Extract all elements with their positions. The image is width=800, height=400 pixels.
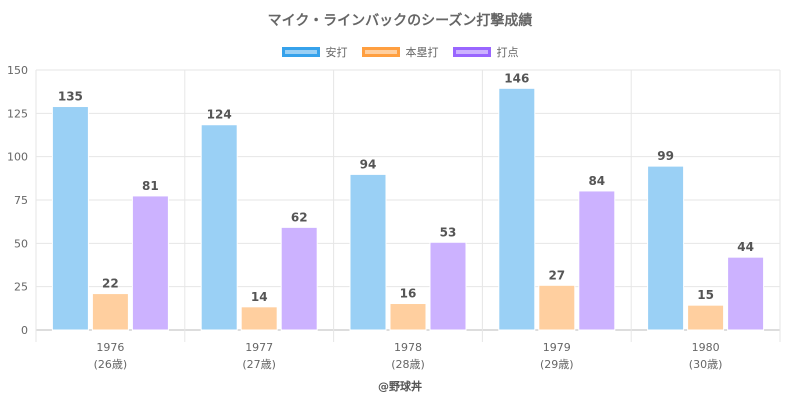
bar bbox=[727, 256, 765, 331]
data-label: 14 bbox=[251, 290, 268, 304]
legend-item-hits[interactable]: 安打 bbox=[281, 44, 348, 60]
bar bbox=[280, 226, 318, 331]
legend: 安打 本塁打 打点 bbox=[0, 44, 800, 60]
bar bbox=[647, 165, 685, 331]
data-label: 44 bbox=[737, 240, 754, 254]
legend-item-homeruns[interactable]: 本塁打 bbox=[361, 44, 439, 60]
x-tick-sublabel: (28歳) bbox=[391, 358, 425, 371]
y-tick-label: 50 bbox=[14, 237, 28, 250]
y-tick-label: 25 bbox=[14, 281, 28, 294]
bar bbox=[91, 293, 129, 331]
x-tick-sublabel: (27歳) bbox=[242, 358, 276, 371]
bar bbox=[349, 173, 387, 331]
legend-label-homeruns: 本塁打 bbox=[405, 46, 439, 59]
data-label: 53 bbox=[440, 225, 457, 239]
data-label: 22 bbox=[102, 277, 119, 291]
bar bbox=[498, 87, 536, 331]
legend-label-rbi: 打点 bbox=[496, 46, 519, 59]
chart-title: マイク・ラインバックのシーズン打撃成績 bbox=[267, 13, 533, 29]
data-label: 16 bbox=[400, 287, 417, 301]
y-tick-label: 125 bbox=[7, 107, 28, 120]
y-tick-label: 75 bbox=[14, 194, 28, 207]
data-label: 62 bbox=[291, 210, 308, 224]
x-tick-label: 1980 bbox=[692, 341, 720, 354]
credit-text: @野球丼 bbox=[378, 380, 422, 393]
data-label: 81 bbox=[142, 179, 159, 193]
legend-label-hits: 安打 bbox=[325, 46, 348, 59]
x-tick-label: 1977 bbox=[245, 341, 273, 354]
data-label: 146 bbox=[504, 71, 529, 85]
x-tick-label: 1976 bbox=[96, 341, 124, 354]
bar bbox=[200, 124, 238, 331]
bar bbox=[538, 284, 576, 331]
bar bbox=[131, 195, 169, 331]
legend-swatch-hits bbox=[281, 47, 320, 57]
data-label: 15 bbox=[697, 288, 714, 302]
data-label: 27 bbox=[548, 268, 565, 282]
bar bbox=[578, 190, 616, 331]
data-label: 94 bbox=[360, 157, 377, 171]
y-tick-label: 150 bbox=[7, 64, 28, 77]
x-tick-sublabel: (29歳) bbox=[540, 358, 574, 371]
data-label: 124 bbox=[207, 108, 232, 122]
bar bbox=[429, 241, 467, 331]
y-tick-label: 100 bbox=[7, 151, 28, 164]
x-tick-sublabel: (26歳) bbox=[94, 358, 128, 371]
data-label: 99 bbox=[657, 149, 674, 163]
bar bbox=[240, 306, 278, 331]
x-tick-sublabel: (30歳) bbox=[689, 358, 723, 371]
data-label: 84 bbox=[588, 174, 605, 188]
bar bbox=[687, 304, 725, 331]
legend-item-rbi[interactable]: 打点 bbox=[452, 44, 519, 60]
x-tick-label: 1978 bbox=[394, 341, 422, 354]
data-label: 135 bbox=[58, 90, 83, 104]
bar bbox=[51, 106, 89, 331]
legend-swatch-rbi bbox=[452, 47, 491, 57]
y-tick-label: 0 bbox=[21, 324, 28, 337]
bar bbox=[389, 303, 427, 331]
x-tick-label: 1979 bbox=[543, 341, 571, 354]
legend-swatch-homeruns bbox=[361, 47, 400, 57]
